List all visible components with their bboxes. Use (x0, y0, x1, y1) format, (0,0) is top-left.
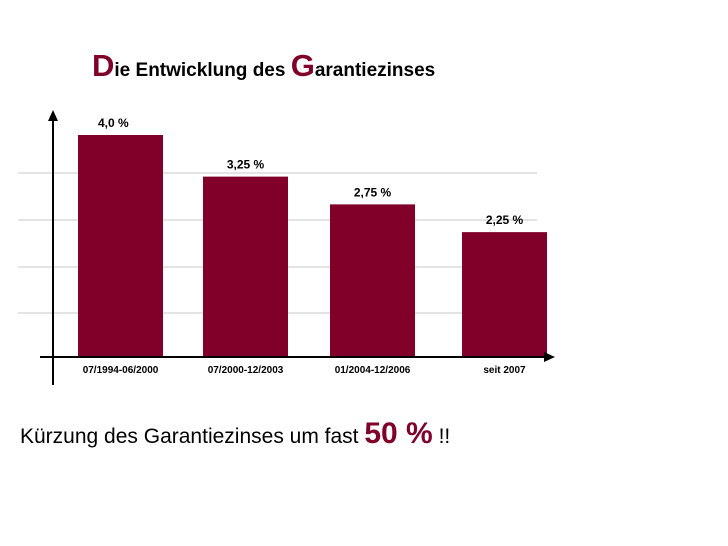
footer-text: Kürzung des Garantiezinses um fast (20, 425, 365, 448)
title-text-part1: ie Entwicklung des (114, 60, 291, 81)
footer-suffix: !! (432, 425, 451, 448)
category-label-1: 07/1994-06/2000 (83, 365, 159, 376)
category-label-3: 01/2004-12/2006 (335, 365, 411, 376)
footer-percentage: 50 % (364, 417, 433, 450)
title-initial-d: D (92, 48, 115, 83)
bar-4 (462, 232, 547, 357)
value-label-2: 3,25 % (227, 158, 265, 172)
category-label-4: seit 2007 (483, 365, 526, 376)
value-label-1: 4,0 % (98, 116, 129, 130)
y-axis-arrow (48, 110, 58, 121)
title-text-part2: arantiezinses (314, 60, 436, 81)
bar-3 (330, 204, 415, 357)
value-label-4: 2,25 % (486, 213, 524, 227)
footer-statement: Kürzung des Garantiezinses um fast 50 % … (20, 417, 450, 451)
value-label-3: 2,75 % (354, 185, 392, 199)
chart-title: Die Entwicklung des Garantiezinses (92, 48, 435, 84)
bar-2 (203, 176, 288, 357)
x-axis-arrow (544, 352, 555, 362)
title-initial-g: G (290, 48, 315, 83)
category-label-2: 07/2000-12/2003 (208, 365, 284, 376)
bar-1 (78, 135, 163, 357)
